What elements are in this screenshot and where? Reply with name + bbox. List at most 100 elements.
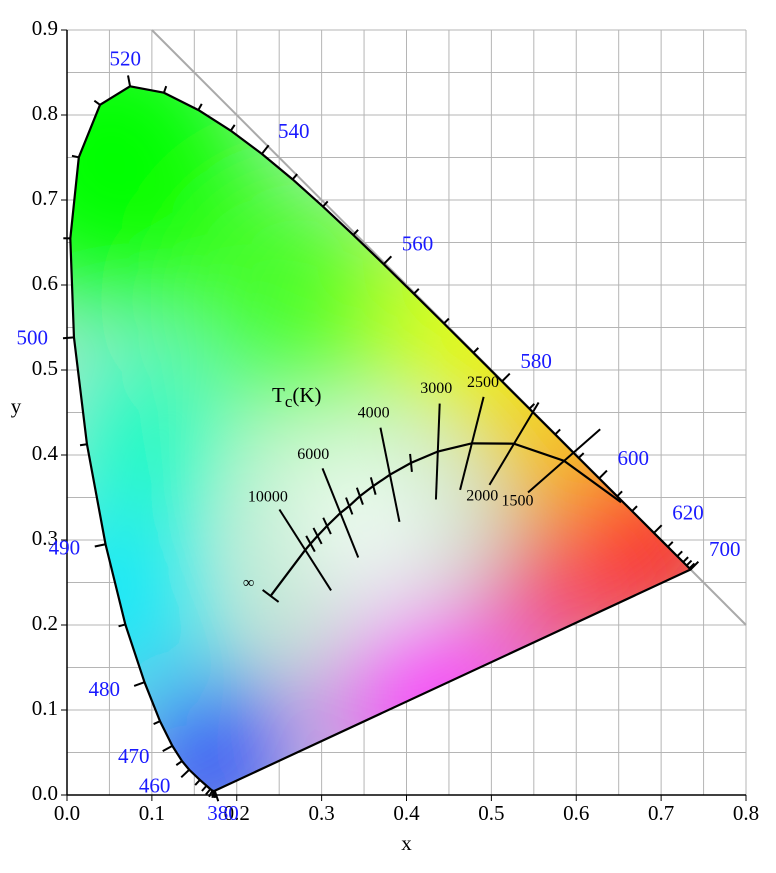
isotherm (379, 427, 401, 522)
wavelength-tick (688, 562, 696, 570)
y-tick-label: 0.3 (32, 526, 58, 550)
isotherm (488, 401, 540, 486)
wavelength-tick (682, 556, 689, 563)
wavelength-tick (578, 452, 585, 459)
wavelength-tick (598, 469, 608, 480)
wavelength-tick (653, 524, 663, 534)
wavelength-tick (118, 623, 126, 628)
wavelength-tick (413, 288, 420, 295)
wavelength-tick (472, 347, 480, 354)
wavelength-tick (229, 124, 236, 132)
x-tick-label: 0.3 (309, 801, 335, 825)
wavelength-tick (205, 788, 212, 796)
wavelength-tick (631, 505, 638, 512)
wavelength-tick (501, 372, 511, 383)
wavelength-tick (443, 317, 450, 325)
x-tick-label: 0.4 (393, 801, 420, 825)
isotherm (409, 453, 413, 472)
isotherm (355, 487, 364, 505)
wavelength-tick (94, 543, 106, 548)
y-tick-label: 0.8 (32, 101, 58, 125)
spectral-locus (69, 85, 692, 793)
wavelength-label: 470 (118, 744, 150, 768)
wavelength-tick (133, 681, 145, 687)
planckian-locus (269, 442, 622, 597)
wavelength-tick (322, 200, 329, 208)
x-axis-label: x (401, 831, 412, 855)
wavelength-tick (127, 75, 132, 87)
isotherm (305, 535, 316, 553)
temperature-label: 1500 (502, 492, 534, 509)
wavelength-label: 380 (207, 801, 239, 825)
isotherm (278, 508, 332, 591)
wavelength-tick (382, 255, 393, 265)
y-tick-label: 0.2 (32, 611, 58, 635)
wavelength-label: 520 (109, 47, 141, 71)
wavelength-label: 540 (278, 119, 310, 143)
wavelength-tick (62, 336, 75, 340)
isotherm (322, 517, 332, 535)
wavelength-tick (180, 769, 190, 779)
wavelength-tick (194, 779, 201, 786)
plot: 0.0 0.1 0.2 0.3 0.4 0.5 0.6 0.7 0.8 0.0 0.1 0.2 0.3 0… (11, 16, 759, 855)
wavelength-tick (685, 559, 693, 567)
y-tick-label: 0.1 (32, 696, 58, 720)
wavelength-label: 620 (672, 500, 704, 524)
wavelength-tick (352, 229, 359, 236)
wavelength-label: 700 (709, 537, 741, 561)
wavelength-tick (162, 744, 173, 753)
temperature-label: 2000 (466, 488, 498, 505)
wavelength-tick (162, 85, 168, 94)
y-tick-label: 0.5 (32, 356, 58, 380)
isotherm (527, 428, 601, 494)
wavelength-tick (667, 541, 674, 548)
wavelength-label: 580 (520, 349, 552, 373)
temperature-label: 3000 (420, 380, 452, 397)
x-tick-label: 0.7 (648, 801, 674, 825)
x-tick-label: 0.0 (54, 801, 80, 825)
y-tick-label: 0.4 (32, 441, 59, 465)
temperature-label: 2500 (467, 374, 499, 391)
wavelength-tick (175, 760, 183, 766)
isotherm (434, 403, 441, 500)
temperature-label: 10000 (248, 488, 288, 505)
wavelength-tick (616, 490, 623, 498)
isotherm (369, 477, 377, 495)
temperature-label: ∞ (243, 575, 254, 592)
x-tick-label: 0.2 (224, 801, 250, 825)
wavelength-label: 480 (89, 677, 121, 701)
wavelength-tick (208, 790, 214, 798)
wavelength-label: 500 (17, 325, 49, 349)
planckian-label-unit: (K) (292, 383, 321, 407)
wavelength-tick (197, 103, 203, 111)
wavelength-tick (554, 428, 561, 436)
wavelength-tick (211, 790, 215, 798)
wavelength-tick (71, 154, 80, 159)
planckian-label-symbol: T (272, 383, 285, 407)
wavelength-tick (201, 785, 208, 792)
temperature-label: 6000 (297, 446, 329, 463)
isotherm (312, 527, 323, 545)
wavelength-label: 490 (49, 535, 81, 559)
wavelength-label: 600 (618, 446, 650, 470)
isotherm (321, 468, 360, 558)
y-tick-label: 0.0 (32, 781, 58, 805)
y-tick-label: 0.7 (32, 186, 58, 210)
wavelength-tick (153, 720, 161, 725)
wavelength-label: 460 (139, 773, 171, 797)
wavelength-tick (676, 550, 683, 557)
x-tick-label: 0.5 (478, 801, 504, 825)
y-axis-label: y (11, 394, 22, 418)
temperature-label: 4000 (358, 405, 390, 422)
x-tick-label: 0.6 (563, 801, 589, 825)
x-tick-label: 0.1 (139, 801, 165, 825)
wavelength-tick (689, 561, 700, 571)
planckian-label: Tc(K) (272, 383, 322, 411)
wavelength-tick (291, 173, 298, 180)
wavelength-tick (79, 443, 88, 447)
wavelength-tick (93, 99, 101, 106)
isotherm (459, 396, 485, 491)
